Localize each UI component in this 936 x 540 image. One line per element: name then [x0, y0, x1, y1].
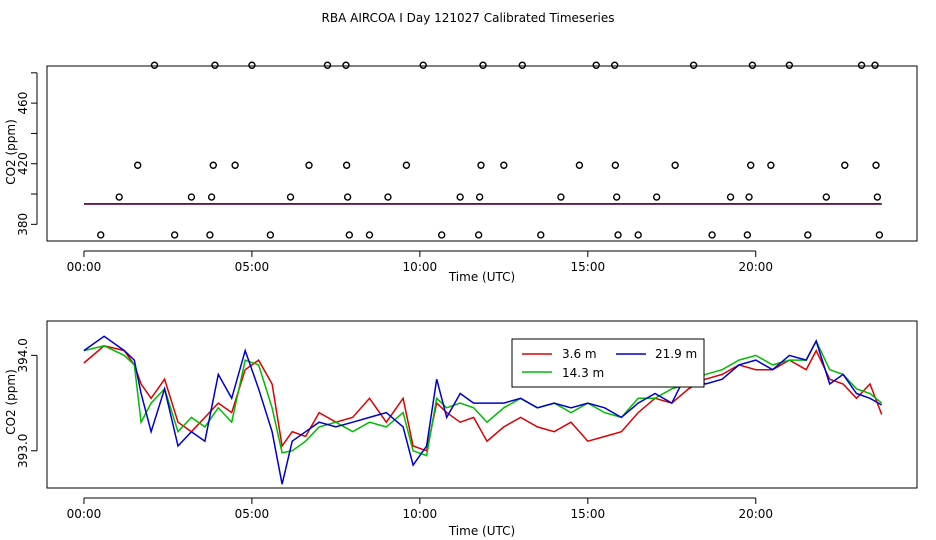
top-outlier-point: [323, 61, 332, 69]
top-outlier-point: [97, 231, 105, 239]
top-outlier-point: [822, 193, 831, 201]
bottom-x-tick-label: 20:00: [738, 507, 773, 521]
top-outlier-point: [187, 193, 196, 201]
top-x-tick-label: 15:00: [571, 260, 606, 274]
top-outlier-point: [133, 161, 142, 169]
top-y-tick-label: 460: [16, 92, 30, 115]
top-outlier-point: [248, 61, 256, 69]
top-outlier-point: [211, 61, 219, 69]
top-y-tick-label: 420: [16, 152, 30, 175]
top-outlier-point: [474, 231, 483, 239]
bottom-y-tick-label: 394.0: [16, 338, 30, 372]
bottom-x-tick-label: 10:00: [403, 507, 438, 521]
top-outlier-point: [708, 231, 716, 239]
top-panel: 00:00 05:00 10:00 15:00 20:00 380 420 460 Time…: [4, 61, 918, 284]
top-outlier-point: [726, 193, 735, 201]
top-outlier-point: [875, 231, 884, 239]
top-outlier-point: [477, 161, 485, 169]
top-outlier-point: [612, 193, 621, 201]
bottom-x-tick-label: 05:00: [235, 507, 270, 521]
top-outlier-point: [207, 193, 216, 201]
top-outlier-point: [745, 193, 753, 201]
top-outlier-point: [785, 61, 794, 69]
legend-label-3-6m: 3.6 m: [562, 347, 597, 361]
legend-box: [511, 338, 705, 388]
series-line-3-6-m: [83, 344, 883, 452]
top-outlier-point: [209, 161, 217, 169]
bottom-y-tick-label: 393.0: [16, 434, 30, 468]
top-outlier-point: [804, 231, 812, 239]
bottom-y-axis-label: CO2 (ppm): [4, 369, 18, 435]
top-x-axis: 00:00 05:00 10:00 15:00 20:00: [67, 250, 773, 274]
series-line-14-3-m: [83, 339, 883, 457]
top-outlier-point: [342, 161, 351, 169]
top-x-tick-label: 10:00: [403, 260, 438, 274]
top-outlier-point: [557, 193, 565, 201]
top-outlier-point: [610, 61, 619, 69]
top-outlier-point: [767, 161, 775, 169]
top-x-tick-label: 05:00: [235, 260, 270, 274]
top-outlier-point: [652, 193, 661, 201]
top-outlier-point: [402, 161, 411, 169]
top-outlier-point: [841, 161, 849, 169]
bottom-series-lines: [83, 335, 883, 485]
top-outlier-point: [343, 193, 352, 201]
top-plot-frame: [46, 65, 918, 242]
top-outlier-point: [365, 231, 374, 239]
top-outlier-point: [518, 61, 527, 69]
top-outlier-point: [170, 231, 179, 239]
top-outlier-point: [747, 161, 755, 169]
bottom-x-axis: 00:00 05:00 10:00 15:00 20:00: [67, 497, 773, 521]
top-outlier-point: [671, 161, 679, 169]
top-outlier-point: [592, 61, 600, 69]
top-outlier-point: [419, 61, 427, 69]
top-outlier-point: [286, 193, 295, 201]
legend: 3.6 m 14.3 m 21.9 m: [511, 338, 705, 388]
top-outlier-point: [150, 61, 159, 69]
bottom-panel: 00:00 05:00 10:00 15:00 20:00 393.0 394.0 Tim…: [4, 320, 918, 538]
top-outlier-point: [231, 161, 239, 169]
top-outlier-point: [206, 231, 214, 239]
top-outlier-point: [456, 193, 464, 201]
top-outlier-point: [748, 61, 757, 69]
legend-label-21-9m: 21.9 m: [655, 347, 697, 361]
top-outlier-points: [97, 61, 884, 239]
top-outlier-point: [500, 161, 508, 169]
top-outlier-point: [872, 161, 880, 169]
top-outlier-point: [479, 61, 487, 69]
bottom-x-tick-label: 15:00: [571, 507, 606, 521]
top-outlier-point: [634, 231, 642, 239]
top-outlier-point: [266, 231, 275, 239]
legend-label-14-3m: 14.3 m: [562, 366, 604, 380]
bottom-x-axis-label: Time (UTC): [448, 524, 515, 538]
top-outlier-point: [743, 231, 752, 239]
top-x-tick-label: 00:00: [67, 260, 102, 274]
top-outlier-point: [575, 161, 584, 169]
top-y-axis: 380 420 460: [16, 72, 38, 236]
top-outlier-point: [305, 161, 313, 169]
top-outlier-point: [689, 61, 698, 69]
top-outlier-point: [871, 61, 879, 69]
top-outlier-point: [475, 193, 484, 201]
top-outlier-point: [437, 231, 446, 239]
top-x-tick-label: 20:00: [738, 260, 773, 274]
top-outlier-point: [614, 231, 622, 239]
chart-title: RBA AIRCOA I Day 121027 Calibrated Times…: [322, 11, 615, 25]
top-outlier-point: [345, 231, 354, 239]
bottom-x-tick-label: 00:00: [67, 507, 102, 521]
bottom-y-axis: 393.0 394.0: [16, 338, 38, 468]
top-outlier-point: [873, 193, 882, 201]
top-y-axis-label: CO2 (ppm): [4, 119, 18, 185]
top-outlier-point: [857, 61, 866, 69]
top-y-tick-label: 380: [16, 213, 30, 236]
series-line-21-9-m: [83, 335, 883, 485]
top-outlier-point: [384, 193, 392, 201]
bottom-plot-frame: [46, 320, 918, 489]
top-outlier-point: [537, 231, 545, 239]
top-outlier-point: [342, 61, 350, 69]
top-outlier-point: [611, 161, 620, 169]
top-outlier-point: [115, 193, 123, 201]
top-x-axis-label: Time (UTC): [448, 270, 515, 284]
